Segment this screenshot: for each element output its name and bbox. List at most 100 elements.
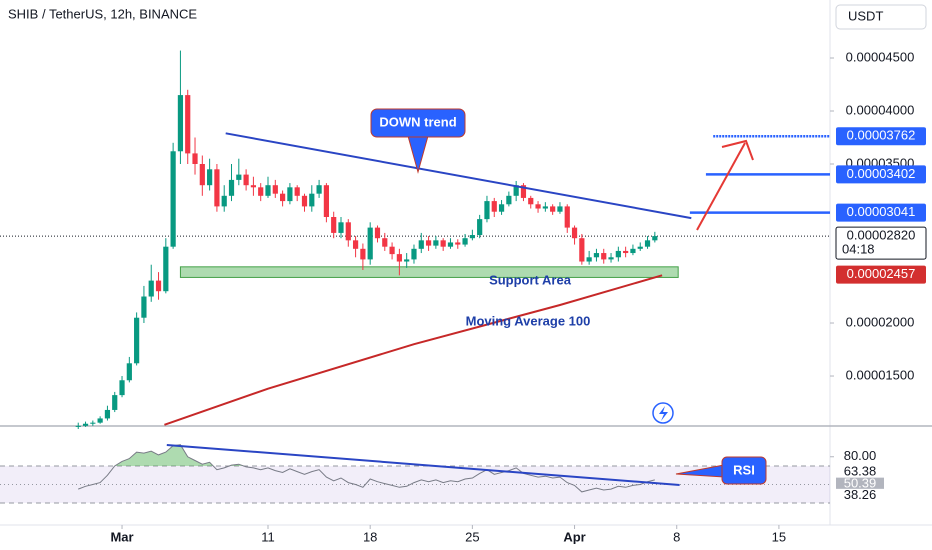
candle-body (520, 185, 527, 198)
candle-body (550, 206, 556, 212)
candle-body (411, 248, 417, 260)
candle-body (141, 296, 147, 318)
current-price-label: 0.00002820 (847, 228, 916, 243)
candle-body (477, 219, 483, 236)
candle-body (623, 250, 629, 254)
candle-body (447, 242, 454, 247)
candle-body (75, 425, 81, 427)
candle-body (323, 185, 329, 218)
candle-body (338, 222, 344, 233)
moving-average-line (164, 274, 663, 426)
rsi-marker-box (836, 488, 884, 502)
candle-body (418, 240, 424, 249)
candle-body (309, 193, 315, 207)
candle-body (250, 185, 257, 188)
candle-body (148, 280, 154, 297)
candle-body (301, 195, 308, 207)
candle-body (90, 422, 96, 424)
candle-body (258, 187, 264, 196)
candle-body (185, 95, 191, 154)
candle-body (542, 206, 548, 209)
rsi-callout-box (721, 456, 767, 485)
candle-body (535, 204, 541, 209)
rsi-marker-box (836, 465, 884, 479)
level-label-box (836, 165, 926, 184)
candle-body (367, 227, 373, 260)
candle-body (112, 395, 118, 410)
y-tick-label: 0.00004500 (846, 49, 915, 64)
chart-title: SHIB / TetherUS, 12h, BINANCE (8, 6, 197, 21)
candle-body (134, 317, 140, 364)
currency-label[interactable]: USDT (848, 8, 883, 23)
arrow-shaft (696, 142, 746, 231)
level-label-box (836, 203, 926, 222)
level-label: 0.00003762 (847, 128, 916, 143)
arrow-head (721, 139, 754, 161)
candle-body (97, 418, 103, 423)
candle-body (586, 257, 592, 262)
candle-body (104, 409, 111, 419)
support-area-label: Support Area (489, 272, 572, 287)
candle-body (557, 206, 563, 212)
candle-body (207, 169, 213, 186)
candle-body (564, 206, 570, 228)
alert-bolt[interactable] (659, 406, 668, 421)
candle-body (491, 201, 497, 212)
x-tick-label: 8 (673, 529, 680, 544)
candle-body (425, 240, 432, 246)
candle-body (163, 246, 169, 292)
x-tick-label: 11 (261, 529, 275, 544)
candle-body (615, 250, 621, 258)
candle-body (236, 174, 242, 180)
rsi-marker-label: 63.38 (844, 464, 877, 479)
moving-average-label: Moving Average 100 (466, 313, 591, 328)
plot: 0.000045000.000040000.000035000.00002000… (0, 49, 927, 544)
moving-average-value-box (836, 265, 926, 284)
candle-body (644, 240, 651, 247)
candle-body (280, 193, 286, 202)
candle-body (352, 240, 359, 249)
candle-body (272, 185, 278, 194)
candle-body (214, 169, 220, 207)
candle-body (440, 240, 446, 247)
candle-body (579, 238, 585, 262)
rsi-callout-text: RSI (733, 462, 755, 477)
x-tick-label: Mar (110, 529, 133, 544)
candle-body (630, 248, 636, 254)
candle-body (316, 185, 322, 194)
level-label: 0.00003402 (847, 166, 916, 181)
candle-body (119, 380, 125, 396)
candle-body (170, 151, 176, 247)
candle-body (404, 259, 410, 262)
candle-body (528, 197, 534, 205)
candle-body (331, 217, 337, 233)
moving-average-value: 0.00002457 (847, 266, 916, 281)
candle-body (192, 153, 198, 164)
level-label: 0.00003041 (847, 204, 916, 219)
candle-body (652, 236, 658, 241)
candle-body (177, 95, 184, 152)
candle-body (382, 238, 388, 247)
candle-body (389, 246, 395, 255)
projection-arrow (696, 139, 754, 231)
candle-body (199, 163, 205, 186)
candle-body (637, 246, 643, 249)
candle-body (294, 187, 300, 196)
candle-body (396, 254, 402, 262)
candle-body (513, 185, 519, 196)
candle-body (228, 179, 235, 196)
y-tick-label: 0.00002000 (846, 314, 915, 329)
candle-body (155, 280, 162, 292)
candle-body (498, 204, 505, 212)
support-area (179, 266, 679, 278)
candle-body (469, 235, 475, 239)
candle-body (462, 238, 468, 245)
rsi-trendline (166, 444, 680, 486)
candle-body (571, 227, 578, 239)
candle-body (374, 227, 381, 239)
rsi-marker-label: 38.26 (844, 487, 877, 502)
currency-button[interactable] (835, 4, 927, 30)
